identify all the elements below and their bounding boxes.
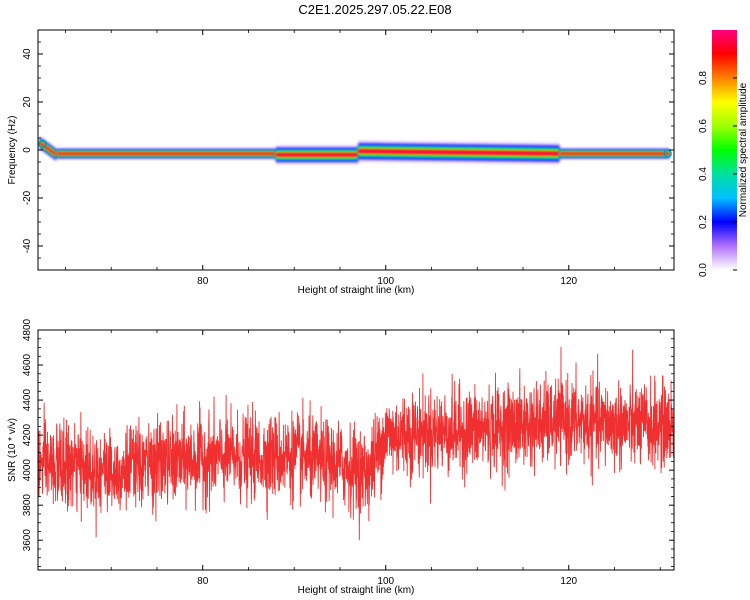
colorbar-label: Normalized spectral amplitude (738, 82, 749, 217)
spectrogram-x-tick-label: 100 (377, 276, 394, 287)
spectrogram-panel: 80 100 120 40 20 0 -20 -40 Height of straight … (7, 29, 675, 296)
spectral-ridge-band (39, 142, 57, 156)
spectrogram-x-tick-label: 80 (197, 276, 209, 287)
spectrogram-y-tick-label: 40 (22, 48, 33, 60)
ridge-endpoint-marker (663, 149, 672, 158)
spectral-ridge-band (559, 153, 670, 155)
colorbar-tick-label: 0.0 (698, 263, 709, 277)
spectrogram-heat (38, 135, 672, 165)
snr-x-tick-label: 100 (377, 576, 394, 587)
snr-y-ticks: 3600 3800 4000 4200 4400 4600 4800 (22, 318, 674, 567)
snr-panel: 80 100 120 3600 3800 4000 4200 4400 4600 4800 He… (7, 318, 675, 596)
spectrogram-y-tick-label: 20 (22, 96, 33, 108)
spectrogram-y-tick-label: 0 (22, 147, 33, 153)
spectrogram-y-ticks: 40 20 0 -20 -40 (22, 29, 674, 271)
snr-series-line (38, 346, 674, 541)
spectrogram-y-tick-label: -20 (22, 190, 33, 205)
colorbar-tick-label: 0.4 (698, 167, 709, 181)
snr-y-tick-label: 4000 (22, 459, 33, 482)
snr-y-tick-label: 3600 (22, 529, 33, 552)
spectral-ridge-band (358, 150, 560, 155)
snr-x-label: Height of straight line (km) (298, 585, 415, 596)
spectrogram-y-label: Frequency (Hz) (7, 116, 18, 185)
colorbar: 0.0 0.2 0.4 0.6 0.8 Normalized spectral ampl… (698, 30, 749, 277)
snr-x-ticks: 80 100 120 (65, 330, 661, 587)
snr-y-tick-label: 4200 (22, 424, 33, 447)
colorbar-tick-label: 0.8 (698, 71, 709, 85)
colorbar-ticks: 0.0 0.2 0.4 0.6 0.8 (698, 71, 737, 277)
colorbar-tick-label: 0.2 (698, 215, 709, 229)
snr-y-label: SNR (10 * v/v) (7, 418, 18, 482)
spectrogram-x-ticks: 80 100 120 (65, 30, 661, 287)
spectrogram-x-label: Height of straight line (km) (298, 285, 415, 296)
snr-y-tick-label: 4600 (22, 353, 33, 376)
figure-title: C2E1.2025.297.05.22.E08 (298, 2, 451, 17)
snr-y-tick-label: 4800 (22, 318, 33, 341)
ridge-endpoint-marker (38, 139, 47, 149)
spectral-ridge-band (275, 154, 359, 156)
snr-x-tick-label: 120 (560, 576, 577, 587)
snr-y-tick-label: 4400 (22, 389, 33, 412)
snr-x-tick-label: 80 (197, 576, 209, 587)
snr-frame (37, 329, 675, 571)
spectral-ridge-band (56, 153, 276, 155)
snr-y-tick-label: 3800 (22, 494, 33, 517)
colorbar-gradient (712, 30, 737, 270)
spectrogram-y-tick-label: -40 (22, 238, 33, 253)
colorbar-tick-label: 0.6 (698, 119, 709, 133)
spectrogram-x-tick-label: 120 (560, 276, 577, 287)
